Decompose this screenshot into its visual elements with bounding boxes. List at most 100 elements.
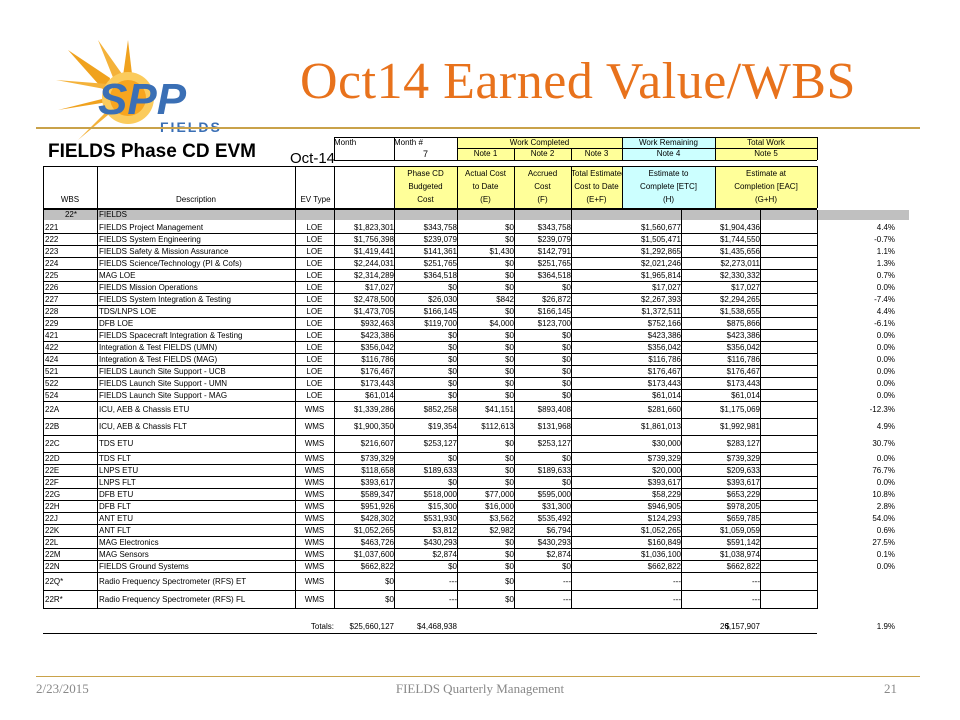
- table-row-variance-pct: 0.7%: [876, 271, 895, 280]
- table-row-wbs: 522: [45, 379, 59, 388]
- table-row-accrued-cost: $0: [505, 343, 514, 352]
- totals-variance-pct: 1.9%: [876, 622, 895, 631]
- note-2-label: Note 2: [530, 149, 555, 158]
- table-row-etc: $1,292,865: [640, 247, 681, 256]
- table-row-total-estimated: $0: [562, 367, 571, 376]
- grid-line: [43, 590, 817, 591]
- grid-line: [622, 166, 623, 208]
- table-row-budget: $739,329: [360, 454, 394, 463]
- totals-actual-cost: $4,468,938: [416, 622, 457, 631]
- grid-line: [334, 137, 335, 160]
- table-row-actual-cost: $0: [448, 562, 457, 571]
- table-row-etc: $58,229: [652, 490, 681, 499]
- table-row-variance-pct: -12.3%: [869, 405, 895, 414]
- table-row-ev-type: LOE: [306, 223, 323, 232]
- grid-line: [43, 524, 817, 525]
- table-row-description: FIELDS System Integration & Testing: [99, 295, 231, 304]
- header-total-est-line3: (E+F): [586, 195, 607, 204]
- grid-line: [334, 160, 817, 161]
- table-row-eac: $978,205: [726, 502, 760, 511]
- table-row-eac: $659,785: [726, 514, 760, 523]
- table-row-total-estimated: $142,791: [537, 247, 571, 256]
- totals-budget: $25,660,127: [349, 622, 395, 631]
- table-row-wbs: 521: [45, 367, 59, 376]
- table-row-eac: $283,127: [726, 439, 760, 448]
- grid-line: [97, 210, 98, 609]
- table-row-eac: $1,992,981: [719, 422, 760, 431]
- table-row-etc: $1,560,677: [640, 223, 681, 232]
- table-row-total-estimated: $430,293: [537, 538, 571, 547]
- etc-header-fill: [622, 166, 715, 208]
- table-row-description: FIELDS Project Management: [99, 223, 204, 232]
- table-row-actual-cost: $26,030: [428, 295, 457, 304]
- header-total-est-line2: Cost to Date: [574, 182, 619, 191]
- table-row-wbs: 227: [45, 295, 59, 304]
- table-row-eac: ---: [752, 577, 760, 586]
- table-row-wbs: 22E: [45, 466, 60, 475]
- table-row-actual-cost: $0: [448, 367, 457, 376]
- grid-line: [43, 305, 817, 306]
- grid-line: [457, 148, 817, 149]
- table-row-accrued-cost: $0: [505, 355, 514, 364]
- table-row-budget: $393,617: [360, 478, 394, 487]
- table-row-etc: $1,505,471: [640, 235, 681, 244]
- table-row-etc: $356,042: [647, 343, 681, 352]
- table-row-ev-type: WMS: [304, 422, 325, 431]
- table-row-eac: $116,786: [727, 355, 760, 364]
- table-row-budget: $1,473,705: [353, 307, 394, 316]
- table-row-wbs: 22M: [45, 550, 61, 559]
- grid-line: [43, 208, 817, 209]
- grid-line: [817, 210, 818, 609]
- table-row-eac: $173,443: [726, 379, 760, 388]
- table-row-wbs: 224: [45, 259, 59, 268]
- table-row-etc: ---: [673, 577, 681, 586]
- table-row-total-estimated: $0: [562, 355, 571, 364]
- table-row-budget: $2,244,031: [353, 259, 394, 268]
- table-row-variance-pct: 76.7%: [872, 466, 895, 475]
- grid-line: [43, 548, 817, 549]
- header-phase-line2: Budgeted: [408, 182, 443, 191]
- table-row-actual-cost: $0: [448, 379, 457, 388]
- month-label: Month: [334, 138, 357, 147]
- table-row-etc: $1,036,100: [640, 550, 681, 559]
- grid-line: [43, 269, 817, 270]
- table-row-description: TDS ETU: [99, 439, 134, 448]
- table-row-actual-cost: $0: [448, 391, 457, 400]
- table-row-total-estimated: ---: [563, 577, 571, 586]
- grid-line: [43, 317, 817, 318]
- table-row-accrued-cost: $0: [505, 466, 514, 475]
- table-row-budget: $932,463: [360, 319, 394, 328]
- table-row-description: ICU, AEB & Chassis FLT: [99, 422, 187, 431]
- table-row-description: ANT FLT: [99, 526, 131, 535]
- table-row-etc: $739,329: [647, 454, 681, 463]
- table-row-eac: $393,617: [726, 478, 760, 487]
- header-phase-line1: Phase CD: [407, 169, 444, 178]
- table-row-wbs: 22K: [45, 526, 60, 535]
- table-row-etc: $752,166: [647, 319, 681, 328]
- table-row-actual-cost: $189,633: [423, 466, 457, 475]
- table-row-variance-pct: 4.4%: [876, 307, 895, 316]
- table-row-variance-pct: 0.0%: [876, 391, 895, 400]
- grid-line: [43, 512, 817, 513]
- table-row-total-estimated: $131,968: [537, 422, 571, 431]
- table-row-description: MAG LOE: [99, 271, 136, 280]
- table-row-budget: $61,014: [365, 391, 394, 400]
- table-row-total-estimated: $189,633: [537, 466, 571, 475]
- table-row-total-estimated: $6,794: [546, 526, 571, 535]
- table-row-actual-cost: $15,300: [428, 502, 457, 511]
- table-row-ev-type: LOE: [306, 367, 323, 376]
- table-row-eac: $1,904,436: [719, 223, 760, 232]
- table-row-actual-cost: $0: [448, 478, 457, 487]
- table-row-etc: $1,965,814: [640, 271, 681, 280]
- grid-line: [43, 353, 817, 354]
- grid-line: [43, 572, 817, 573]
- table-row-accrued-cost: $77,000: [485, 490, 514, 499]
- completed-header-fill: [457, 166, 622, 208]
- grid-line: [43, 500, 817, 501]
- grid-line: [334, 210, 335, 609]
- work-completed-header: Work Completed: [509, 138, 570, 147]
- table-row-eac: $662,822: [726, 562, 760, 571]
- footer-divider: [36, 676, 920, 677]
- work-remaining-header: Work Remaining: [639, 138, 698, 147]
- table-row-actual-cost: $239,079: [423, 235, 457, 244]
